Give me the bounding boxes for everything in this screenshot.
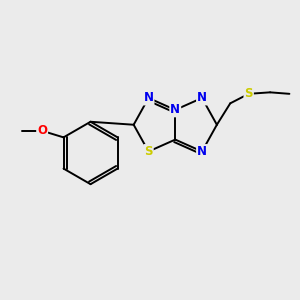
Text: N: N <box>170 103 180 116</box>
Text: S: S <box>144 145 153 158</box>
Text: S: S <box>244 87 253 100</box>
Text: N: N <box>197 92 207 104</box>
Text: O: O <box>37 124 47 137</box>
Text: N: N <box>197 145 207 158</box>
Text: N: N <box>143 92 154 104</box>
